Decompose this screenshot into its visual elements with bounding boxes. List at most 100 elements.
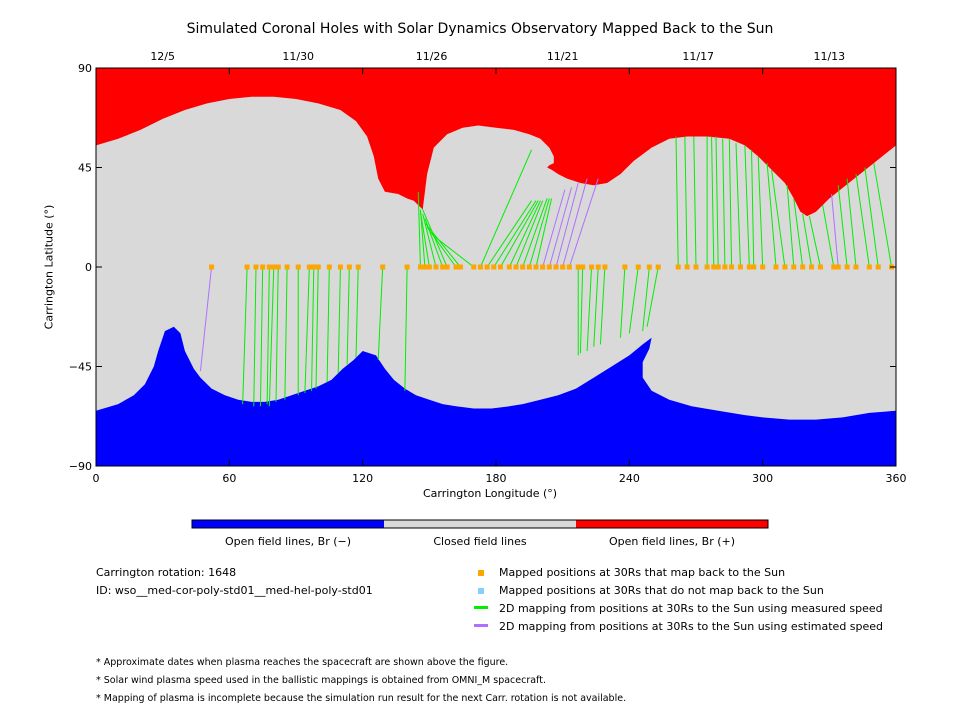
measured-mapping-line <box>242 266 248 405</box>
y-tick-label: 90 <box>78 62 92 75</box>
measured-mapping-line <box>771 169 786 268</box>
measured-mapping-line <box>528 198 550 268</box>
measured-mapping-line <box>619 266 626 338</box>
mapped-position-point <box>540 264 546 270</box>
date-tick-label: 11/21 <box>547 50 579 63</box>
mapped-position-point <box>453 264 459 270</box>
mapped-points <box>209 264 895 270</box>
measured-mapping-line <box>315 266 319 389</box>
measured-mapping-line <box>586 266 593 352</box>
measured-mapping-line <box>346 266 350 365</box>
measured-mapping-line <box>735 143 741 268</box>
estimated-mapping-line <box>548 187 573 268</box>
measured-mapping-line <box>675 136 679 268</box>
measured-mapping-line <box>522 198 548 268</box>
mapped-position-point <box>244 264 250 270</box>
measured-mapping-line <box>728 138 733 268</box>
mapped-position-point <box>566 264 572 270</box>
footnote-3: * Mapping of plasma is incomplete becaus… <box>96 693 627 704</box>
legend-estimated-swatch <box>474 624 488 627</box>
colorbar-segment <box>576 520 768 528</box>
measured-mapping-line <box>259 266 264 407</box>
measured-mapping-line <box>793 198 804 268</box>
measured-mapping-line <box>684 136 688 268</box>
mapped-position-point <box>746 264 752 270</box>
measured-mapping-line <box>802 213 813 268</box>
x-tick-label: 60 <box>222 472 236 485</box>
date-tick-label: 11/17 <box>682 50 714 63</box>
mapping-lines <box>199 136 893 407</box>
measured-mapping-line <box>337 266 341 374</box>
mapped-position-point <box>346 264 352 270</box>
measured-mapping-line <box>864 167 879 268</box>
mapped-position-point <box>260 264 266 270</box>
x-tick-label: 180 <box>486 472 507 485</box>
date-tick-label: 11/13 <box>813 50 845 63</box>
mapped-position-point <box>477 264 483 270</box>
mapped-position-point <box>404 264 410 270</box>
measured-mapping-line <box>493 200 537 268</box>
measured-mapping-line <box>873 162 893 268</box>
mapped-position-point <box>817 264 823 270</box>
mapped-position-point <box>831 264 837 270</box>
mapped-position-point <box>866 264 872 270</box>
mapped-position-point <box>526 264 532 270</box>
chart-title: Simulated Coronal Holes with Solar Dynam… <box>186 21 774 37</box>
legend-measured: 2D mapping from positions at 30Rs to the… <box>499 602 883 615</box>
mapped-position-point <box>844 264 850 270</box>
y-tick-label: 45 <box>78 162 92 175</box>
legend-unmapped-swatch <box>478 588 484 594</box>
mapped-position-point <box>751 264 757 270</box>
run-id: ID: wso__med-cor-poly-std01__med-hel-pol… <box>96 584 373 597</box>
measured-mapping-line <box>500 200 539 268</box>
measured-mapping-line <box>404 266 408 391</box>
mapped-position-point <box>729 264 735 270</box>
mapped-position-point <box>809 264 815 270</box>
mapped-position-point <box>800 264 806 270</box>
mapped-position-point <box>722 264 728 270</box>
mapped-position-point <box>635 264 641 270</box>
measured-mapping-line <box>284 266 288 400</box>
mapped-position-point <box>326 264 332 270</box>
mapped-position-point <box>560 264 566 270</box>
x-tick-label: 360 <box>886 472 907 485</box>
estimated-mapping-line <box>562 178 588 268</box>
mapped-position-point <box>355 264 361 270</box>
mapped-position-point <box>284 264 290 270</box>
estimated-mapping-line <box>199 266 213 371</box>
mapped-position-point <box>595 264 601 270</box>
mapped-position-point <box>513 264 519 270</box>
mapped-position-point <box>506 264 512 270</box>
measured-mapping-line <box>642 266 650 332</box>
mapped-position-point <box>440 264 446 270</box>
measured-mapping-line <box>693 136 697 268</box>
x-tick-label: 120 <box>352 472 373 485</box>
date-tick-label: 11/30 <box>282 50 314 63</box>
date-tick-label: 11/26 <box>416 50 448 63</box>
mapped-position-point <box>575 264 581 270</box>
measured-mapping-line <box>424 222 461 268</box>
mapped-position-point <box>684 264 690 270</box>
mapped-position-point <box>491 264 497 270</box>
measured-mapping-line <box>593 266 599 347</box>
footnote-2: * Solar wind plasma speed used in the ba… <box>96 675 546 686</box>
mapped-position-point <box>580 264 586 270</box>
mapped-position-point <box>853 264 859 270</box>
x-tick-label: 300 <box>752 472 773 485</box>
negative-open-field-region <box>96 326 896 466</box>
measured-mapping-line <box>355 266 359 358</box>
estimated-mapping-line <box>568 178 599 268</box>
estimated-mapping-line <box>831 193 839 268</box>
mapped-position-point <box>471 264 477 270</box>
measured-mapping-line <box>846 178 857 268</box>
measured-mapping-line <box>304 266 310 394</box>
measured-mapping-line <box>766 163 777 268</box>
mapped-position-point <box>835 264 841 270</box>
mapped-position-point <box>675 264 681 270</box>
measured-mapping-line <box>266 266 270 405</box>
mapped-position-point <box>773 264 779 270</box>
colorbar-label: Open field lines, Br (+) <box>609 535 735 548</box>
mapped-position-point <box>546 264 552 270</box>
measured-mapping-line <box>268 266 275 407</box>
